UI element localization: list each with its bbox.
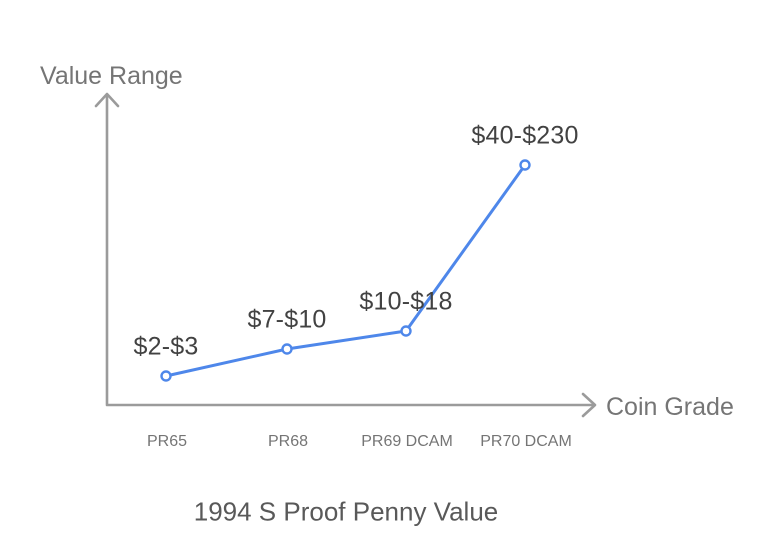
data-point-marker (400, 325, 412, 337)
series-line (164, 163, 527, 378)
data-point-marker (160, 370, 172, 382)
x-axis-title: Coin Grade (606, 393, 734, 421)
axes-lines (105, 93, 596, 407)
y-axis-title: Value Range (40, 62, 183, 90)
chart-title: 1994 S Proof Penny Value (193, 496, 499, 527)
y-axis-arrow-icon (94, 92, 120, 108)
data-series (160, 159, 531, 382)
x-axis-arrow-icon (581, 392, 597, 418)
data-point-marker (519, 159, 531, 171)
data-point-marker (281, 343, 293, 355)
